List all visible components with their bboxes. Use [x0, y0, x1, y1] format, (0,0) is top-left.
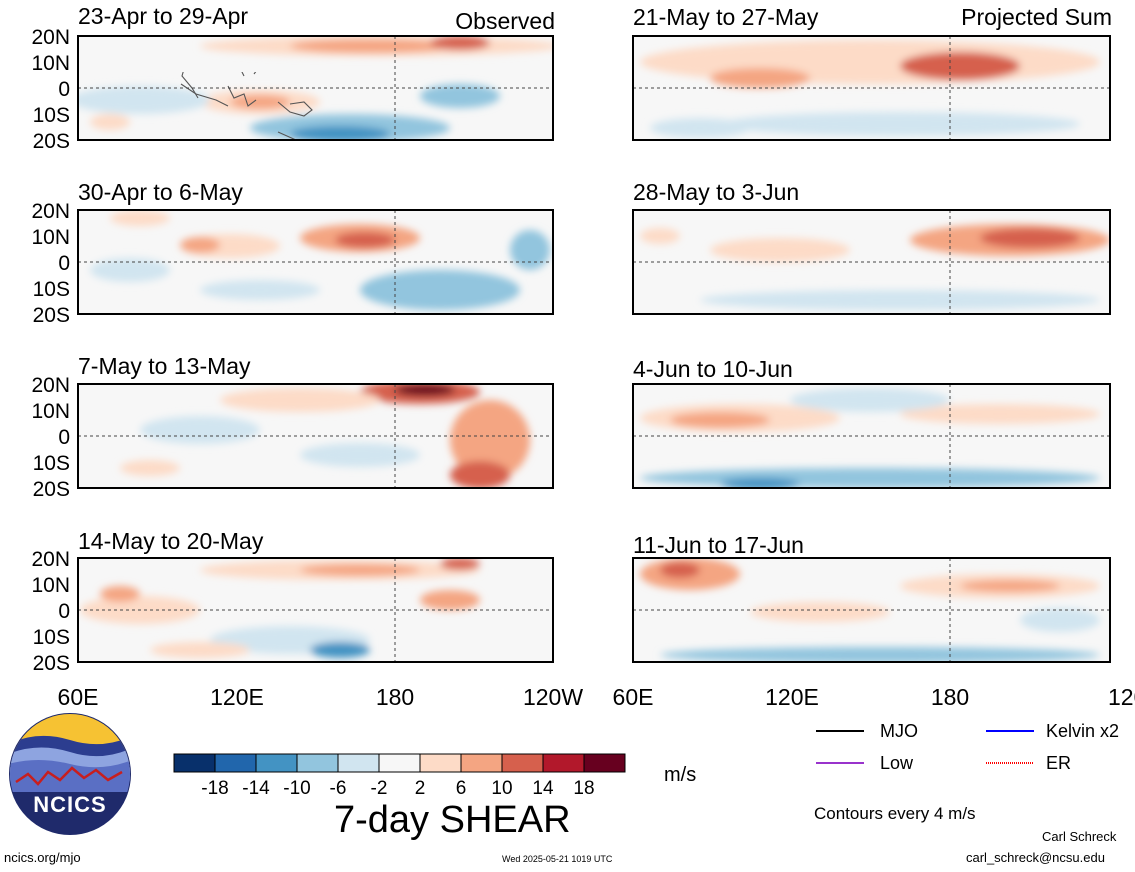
legend-line-low [816, 762, 864, 764]
colorbar-cell [255, 753, 298, 773]
footer-url: ncics.org/mjo [4, 850, 81, 865]
lat-label: 10N [31, 52, 70, 75]
panel-title: 4-Jun to 10-Jun [633, 356, 793, 382]
author-name: Carl Schreck [1042, 829, 1117, 844]
observed-header: Observed [455, 8, 555, 34]
legend-line-kelvin [986, 730, 1034, 732]
lat-label: 10S [32, 278, 70, 301]
lat-label: 20N [31, 26, 70, 49]
map-panel-5 [632, 35, 1111, 141]
contours-note: Contours every 4 m/s [814, 804, 976, 823]
map-panel-8 [632, 557, 1111, 663]
lat-label: 10N [31, 574, 70, 597]
colorbar-cell [542, 753, 585, 773]
panel-title: 21-May to 27-May [633, 4, 819, 30]
colorbar-cell [460, 753, 503, 773]
colorbar-cell [337, 753, 380, 773]
legend-line-er [986, 762, 1034, 764]
lon-label-left: 120W [522, 684, 584, 710]
lat-label: 10S [32, 452, 70, 475]
map-panel-4 [77, 557, 554, 663]
colorbar-cell [501, 753, 544, 773]
footer-timestamp: Wed 2025-05-21 1019 UTC [502, 854, 613, 864]
lon-label-left: 180 [375, 684, 415, 710]
lat-label: 0 [58, 600, 70, 623]
colorbar-cell [296, 753, 339, 773]
panel-title: 11-Jun to 17-Jun [633, 532, 804, 558]
projected-header: Projected Sum [961, 4, 1112, 30]
map-panel-6 [632, 209, 1111, 315]
colorbar-cell [378, 753, 421, 773]
lat-label: 20S [32, 304, 70, 327]
map-panel-2 [77, 209, 554, 315]
lat-label: 20S [32, 478, 70, 501]
lat-label: 0 [58, 252, 70, 275]
lon-label-right: 120E [765, 684, 819, 710]
lon-label-right: 120W [1108, 686, 1135, 709]
colorbar-tick-label: -10 [283, 778, 310, 798]
legend-label-mjo: MJO [880, 721, 918, 741]
colorbar-tick-label: -6 [330, 778, 347, 798]
main-title: 7-day SHEAR [334, 799, 571, 841]
lat-label: 10S [32, 626, 70, 649]
colorbar-cell [214, 753, 257, 773]
colorbar-units: m/s [664, 764, 697, 786]
lat-label: 10N [31, 400, 70, 423]
legend-label-kelvin: Kelvin x2 [1046, 721, 1120, 741]
colorbar-ticks: -18 -14 -10 -6 -2 2 6 10 14 18 [201, 778, 594, 798]
panel-title: 14-May to 20-May [78, 528, 264, 554]
lat-label: 20N [31, 548, 70, 571]
colorbar-tick-label: 6 [456, 778, 467, 798]
lat-label: 0 [58, 426, 70, 449]
lon-label-right: 60E [612, 684, 654, 710]
map-panel-1 [77, 35, 554, 141]
colorbar-cells [173, 753, 626, 773]
colorbar-tick-label: -18 [201, 778, 228, 798]
lon-label-left: 60E [57, 684, 99, 710]
lat-label: 10S [32, 104, 70, 127]
map-panel-3 [77, 383, 554, 489]
legend-line-mjo [816, 730, 864, 732]
colorbar-tick-label: 2 [415, 778, 426, 798]
colorbar-cell [419, 753, 462, 773]
colorbar-cell [173, 753, 216, 773]
logo-text: NCICS [33, 792, 106, 817]
colorbar-tick-label: 10 [491, 778, 512, 798]
lon-label-left: 120E [210, 684, 264, 710]
lat-label: 20S [32, 652, 70, 675]
panel-title: 28-May to 3-Jun [633, 179, 800, 205]
lat-label: 20S [32, 130, 70, 153]
colorbar: -18 -14 -10 -6 -2 2 6 10 14 18 [173, 753, 626, 798]
lon-label-right: 180 [930, 684, 970, 710]
colorbar-cell [583, 753, 626, 773]
colorbar-tick-label: -14 [242, 778, 270, 798]
colorbar-tick-label: 14 [532, 778, 554, 798]
legend-label-er: ER [1046, 753, 1072, 773]
ncics-logo: NCICS [9, 713, 131, 835]
map-panel-7 [632, 383, 1111, 489]
lat-label: 20N [31, 374, 70, 397]
colorbar-tick-label: 18 [573, 778, 594, 798]
lat-label: 0 [58, 78, 70, 101]
map-panels [77, 35, 1111, 663]
panel-title: 30-Apr to 6-May [78, 179, 243, 205]
panel-title: 23-Apr to 29-Apr [78, 3, 249, 29]
colorbar-tick-label: -2 [371, 778, 388, 798]
author-email: carl_schreck@ncsu.edu [966, 850, 1105, 865]
lat-label: 10N [31, 226, 70, 249]
panel-title: 7-May to 13-May [78, 353, 251, 379]
legend-label-low: Low [880, 753, 914, 773]
lat-label: 20N [31, 200, 70, 223]
